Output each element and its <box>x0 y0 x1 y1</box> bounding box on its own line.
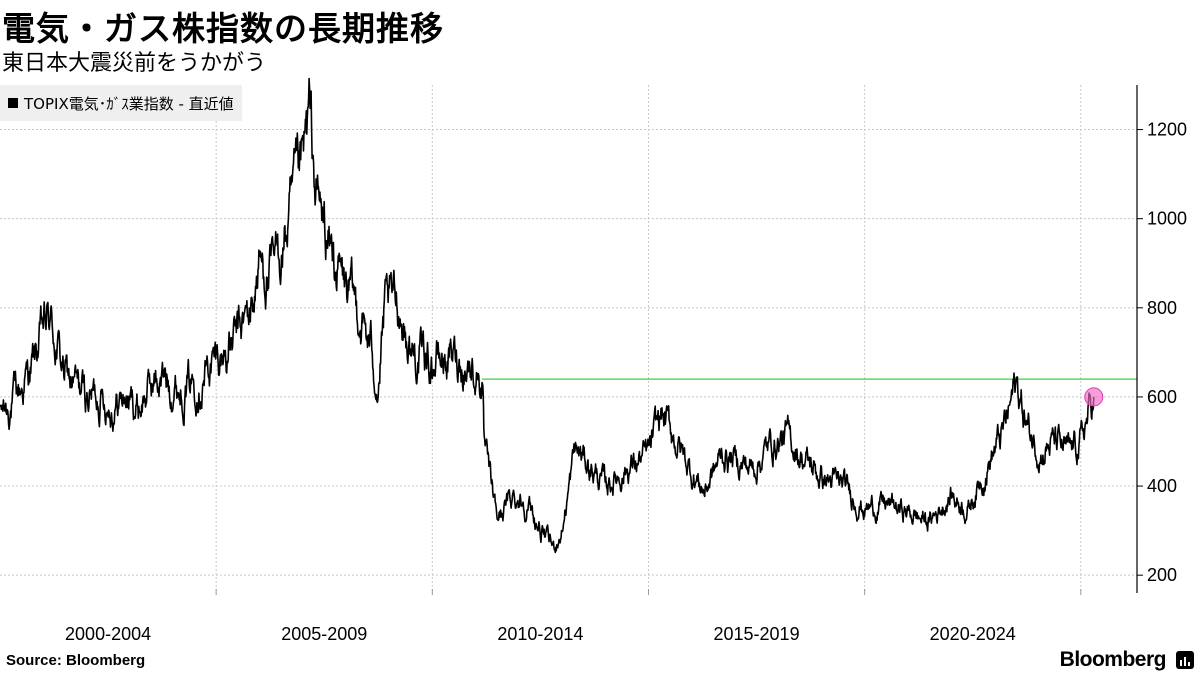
legend-swatch <box>8 98 18 108</box>
latest-value-marker <box>1084 387 1104 407</box>
y-tick-label-1200: 1200 <box>1147 120 1187 140</box>
y-axis: 200 400 600 800 1000 1200 <box>1136 85 1187 593</box>
x-tick-label-2015-2019: 2015-2019 <box>714 624 800 644</box>
source-note: Source: Bloomberg <box>6 652 146 669</box>
bloomberg-terminal-icon <box>1176 651 1194 669</box>
chart-title: 電気・ガス株指数の長期推移 <box>2 9 444 48</box>
grid-lines <box>0 85 1137 593</box>
y-tick-label-400: 400 <box>1147 476 1177 496</box>
chart-subtitle: 東日本大震災前をうかがう <box>2 51 267 76</box>
marker-layer <box>1084 387 1104 407</box>
x-tick-label-2000-2004: 2000-2004 <box>65 624 151 644</box>
series-line-0 <box>0 77 1095 554</box>
x-axis: 2000-2004 2005-2009 2010-2014 2015-2019 2020… <box>65 589 1082 644</box>
legend: TOPIX電気･ｶﾞｽ業指数 - 直近値 <box>0 85 242 121</box>
x-tick-label-2020-2024: 2020-2024 <box>930 624 1016 644</box>
x-tick-label-2005-2009: 2005-2009 <box>281 624 367 644</box>
brand-logo: Bloomberg <box>1059 648 1167 671</box>
legend-label: TOPIX電気･ｶﾞｽ業指数 - 直近値 <box>24 94 234 113</box>
y-tick-label-200: 200 <box>1147 565 1177 585</box>
series-layer <box>0 77 1095 554</box>
y-tick-label-600: 600 <box>1147 387 1177 407</box>
y-tick-label-800: 800 <box>1147 298 1177 318</box>
y-tick-label-1000: 1000 <box>1147 209 1187 229</box>
x-tick-label-2010-2014: 2010-2014 <box>497 624 583 644</box>
